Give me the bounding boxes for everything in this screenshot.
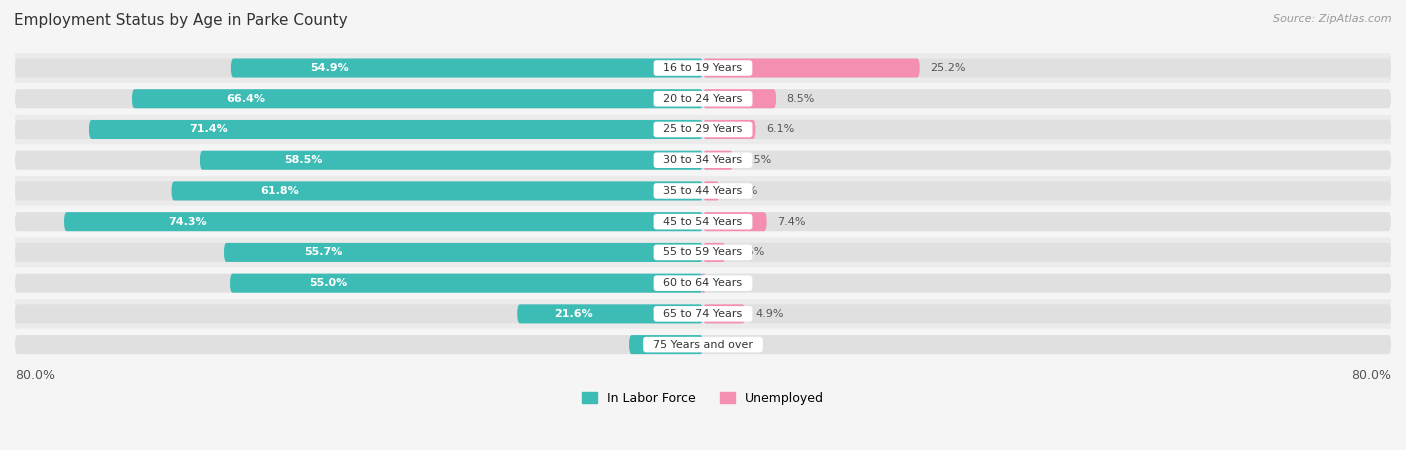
- FancyBboxPatch shape: [15, 53, 1391, 83]
- FancyBboxPatch shape: [15, 151, 1391, 170]
- Text: 55.7%: 55.7%: [305, 248, 343, 257]
- Text: 61.8%: 61.8%: [260, 186, 298, 196]
- FancyBboxPatch shape: [172, 181, 703, 201]
- FancyBboxPatch shape: [224, 243, 703, 262]
- FancyBboxPatch shape: [15, 84, 1391, 113]
- Text: 25 to 29 Years: 25 to 29 Years: [657, 125, 749, 135]
- Text: 3.5%: 3.5%: [744, 155, 772, 165]
- FancyBboxPatch shape: [15, 274, 1391, 292]
- FancyBboxPatch shape: [517, 304, 703, 324]
- FancyBboxPatch shape: [15, 243, 1391, 262]
- FancyBboxPatch shape: [702, 274, 706, 292]
- Text: 21.6%: 21.6%: [554, 309, 592, 319]
- FancyBboxPatch shape: [15, 268, 1391, 298]
- Text: 0.0%: 0.0%: [713, 340, 741, 350]
- Text: 35 to 44 Years: 35 to 44 Years: [657, 186, 749, 196]
- FancyBboxPatch shape: [703, 89, 776, 108]
- FancyBboxPatch shape: [15, 58, 1391, 77]
- FancyBboxPatch shape: [132, 89, 703, 108]
- FancyBboxPatch shape: [15, 181, 1391, 201]
- Text: 8.5%: 8.5%: [786, 94, 815, 104]
- Text: 45 to 54 Years: 45 to 54 Years: [657, 217, 749, 227]
- FancyBboxPatch shape: [65, 212, 703, 231]
- FancyBboxPatch shape: [703, 304, 745, 324]
- FancyBboxPatch shape: [628, 335, 703, 354]
- Text: 60 to 64 Years: 60 to 64 Years: [657, 278, 749, 288]
- Text: 66.4%: 66.4%: [226, 94, 266, 104]
- Text: 55.0%: 55.0%: [309, 278, 347, 288]
- FancyBboxPatch shape: [15, 115, 1391, 144]
- Text: 16 to 19 Years: 16 to 19 Years: [657, 63, 749, 73]
- FancyBboxPatch shape: [200, 151, 703, 170]
- Text: 2.6%: 2.6%: [735, 248, 763, 257]
- FancyBboxPatch shape: [89, 120, 703, 139]
- FancyBboxPatch shape: [703, 58, 920, 77]
- Text: 71.4%: 71.4%: [190, 125, 228, 135]
- Text: 6.1%: 6.1%: [766, 125, 794, 135]
- FancyBboxPatch shape: [15, 176, 1391, 206]
- FancyBboxPatch shape: [15, 304, 1391, 324]
- FancyBboxPatch shape: [15, 238, 1391, 267]
- Text: 58.5%: 58.5%: [284, 155, 322, 165]
- FancyBboxPatch shape: [703, 151, 733, 170]
- Text: 1.9%: 1.9%: [730, 186, 758, 196]
- FancyBboxPatch shape: [15, 120, 1391, 139]
- FancyBboxPatch shape: [15, 335, 1391, 354]
- Text: Employment Status by Age in Parke County: Employment Status by Age in Parke County: [14, 14, 347, 28]
- Text: 74.3%: 74.3%: [169, 217, 207, 227]
- Text: 0.1%: 0.1%: [714, 278, 742, 288]
- Text: Source: ZipAtlas.com: Source: ZipAtlas.com: [1274, 14, 1392, 23]
- Text: 55 to 59 Years: 55 to 59 Years: [657, 248, 749, 257]
- Text: 30 to 34 Years: 30 to 34 Years: [657, 155, 749, 165]
- Text: 7.4%: 7.4%: [778, 217, 806, 227]
- Text: 4.9%: 4.9%: [755, 309, 785, 319]
- FancyBboxPatch shape: [15, 145, 1391, 175]
- Text: 8.6%: 8.6%: [648, 340, 679, 350]
- FancyBboxPatch shape: [703, 120, 755, 139]
- FancyBboxPatch shape: [231, 274, 703, 292]
- Text: 25.2%: 25.2%: [929, 63, 966, 73]
- Text: 80.0%: 80.0%: [1351, 369, 1391, 382]
- Text: 54.9%: 54.9%: [311, 63, 349, 73]
- Legend: In Labor Force, Unemployed: In Labor Force, Unemployed: [582, 392, 824, 405]
- FancyBboxPatch shape: [15, 212, 1391, 231]
- Text: 80.0%: 80.0%: [15, 369, 55, 382]
- Text: 65 to 74 Years: 65 to 74 Years: [657, 309, 749, 319]
- FancyBboxPatch shape: [15, 207, 1391, 236]
- Text: 20 to 24 Years: 20 to 24 Years: [657, 94, 749, 104]
- FancyBboxPatch shape: [15, 299, 1391, 328]
- FancyBboxPatch shape: [703, 212, 766, 231]
- FancyBboxPatch shape: [15, 330, 1391, 360]
- FancyBboxPatch shape: [703, 243, 725, 262]
- Text: 75 Years and over: 75 Years and over: [645, 340, 761, 350]
- FancyBboxPatch shape: [15, 89, 1391, 108]
- FancyBboxPatch shape: [231, 58, 703, 77]
- FancyBboxPatch shape: [703, 181, 720, 201]
